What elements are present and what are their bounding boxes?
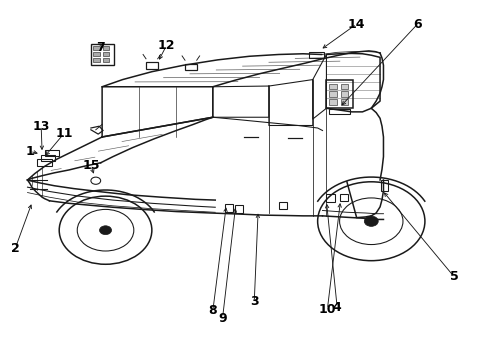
Text: 5: 5	[449, 270, 458, 283]
Text: 8: 8	[208, 305, 217, 318]
Text: 3: 3	[249, 296, 258, 309]
Text: 12: 12	[158, 39, 175, 52]
Text: 7: 7	[96, 41, 105, 54]
FancyBboxPatch shape	[93, 58, 100, 62]
Text: 11: 11	[55, 127, 73, 140]
FancyBboxPatch shape	[93, 52, 100, 56]
FancyBboxPatch shape	[340, 91, 347, 97]
FancyBboxPatch shape	[102, 58, 109, 62]
FancyBboxPatch shape	[328, 84, 336, 89]
Text: 1: 1	[25, 145, 34, 158]
FancyBboxPatch shape	[340, 84, 347, 89]
Text: 15: 15	[82, 159, 100, 172]
FancyBboxPatch shape	[328, 91, 336, 97]
FancyBboxPatch shape	[102, 52, 109, 56]
Circle shape	[99, 226, 111, 235]
FancyBboxPatch shape	[93, 46, 100, 50]
Text: 14: 14	[347, 18, 365, 31]
FancyBboxPatch shape	[102, 46, 109, 50]
Text: 10: 10	[318, 303, 335, 316]
FancyBboxPatch shape	[328, 99, 336, 105]
Text: 13: 13	[32, 120, 50, 133]
Text: 2: 2	[11, 242, 20, 255]
Text: 9: 9	[218, 311, 226, 325]
Text: 4: 4	[332, 301, 341, 314]
Circle shape	[364, 216, 378, 226]
FancyBboxPatch shape	[340, 99, 347, 105]
Text: 6: 6	[412, 18, 421, 31]
